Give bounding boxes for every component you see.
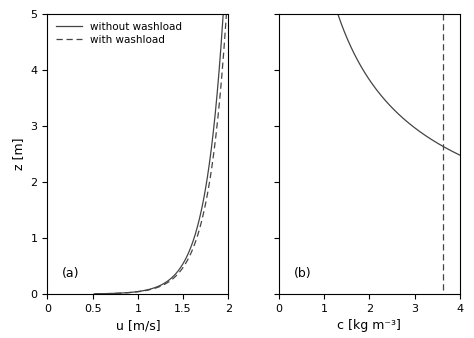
without washload xyxy=(216,71,222,75)
X-axis label: c [kg m⁻³]: c [kg m⁻³] xyxy=(337,319,401,332)
with washload xyxy=(219,71,225,75)
without washload xyxy=(220,20,226,24)
with washload xyxy=(210,163,215,167)
Line: without washload: without washload xyxy=(94,14,223,294)
without washload xyxy=(91,292,97,296)
Y-axis label: z [m]: z [m] xyxy=(12,138,25,170)
without washload xyxy=(206,163,212,167)
with washload xyxy=(223,20,229,24)
without washload xyxy=(220,11,226,16)
with washload xyxy=(169,277,175,282)
X-axis label: u [m/s]: u [m/s] xyxy=(116,319,160,332)
with washload xyxy=(210,155,216,160)
Line: with washload: with washload xyxy=(95,14,227,294)
Text: (b): (b) xyxy=(293,267,311,280)
with washload xyxy=(92,292,98,296)
Legend: without washload, with washload: without washload, with washload xyxy=(53,19,185,48)
Text: (a): (a) xyxy=(62,267,79,280)
without washload xyxy=(207,155,213,160)
with washload xyxy=(223,20,229,24)
with washload xyxy=(224,11,229,16)
without washload xyxy=(220,20,226,24)
without washload xyxy=(167,277,173,282)
